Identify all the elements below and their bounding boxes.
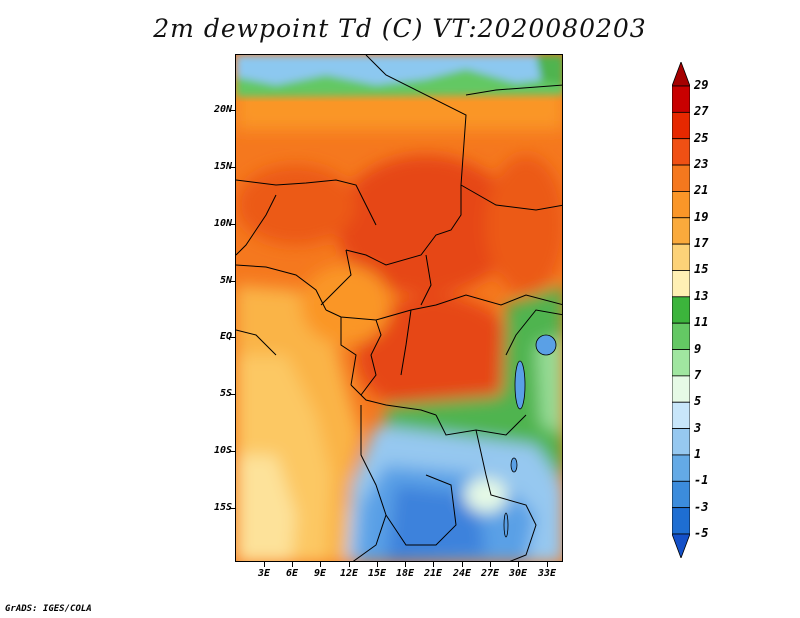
colorbar-label: 27 <box>694 104 709 119</box>
colorbar-segment <box>672 507 690 535</box>
colorbar-segment <box>672 322 690 350</box>
lon-tick <box>490 562 491 567</box>
lon-tick <box>433 562 434 567</box>
colorbar-segment <box>672 401 690 429</box>
lon-label-12e: 12E <box>339 568 359 579</box>
lat-label-5s: 5S <box>219 388 232 399</box>
lon-label-30e: 30E <box>508 568 528 579</box>
colorbar-label: -1 <box>694 473 709 488</box>
colorbar-label: 1 <box>694 446 702 461</box>
lon-label-27e: 27E <box>480 568 500 579</box>
dewpoint-field <box>236 55 562 561</box>
lon-tick <box>547 562 548 567</box>
colorbar-label: 29 <box>694 78 709 92</box>
colorbar-segment <box>672 270 690 298</box>
colorbar-label: 19 <box>694 209 709 224</box>
colorbar-segment <box>672 164 690 192</box>
lon-label-21e: 21E <box>423 568 443 579</box>
colorbar-label: 13 <box>694 288 709 303</box>
colorbar-label: 3 <box>694 420 702 435</box>
grads-credit: GrADS: IGES/COLA <box>5 604 92 614</box>
lon-label-6e: 6E <box>285 568 299 579</box>
lat-tick <box>229 110 235 111</box>
lat-label-5n: 5N <box>219 275 232 286</box>
colorbar-segment <box>672 191 690 219</box>
colorbar-segment <box>672 375 690 403</box>
lon-label-18e: 18E <box>395 568 415 579</box>
lat-tick <box>229 337 235 338</box>
colorbar-segment <box>672 243 690 271</box>
colorbar-segment <box>672 111 690 140</box>
lat-tick <box>229 167 235 168</box>
colorbar-segment <box>672 85 690 113</box>
colorbar-segment <box>672 296 690 324</box>
lon-tick <box>292 562 293 567</box>
colorbar <box>672 62 690 558</box>
lon-label-15e: 15E <box>367 568 387 579</box>
lat-label-10s: 10S <box>213 445 232 456</box>
lon-tick <box>349 562 350 567</box>
colorbar-segment <box>672 349 690 377</box>
lon-tick <box>320 562 321 567</box>
colorbar-label: -3 <box>694 499 709 514</box>
colorbar-label: 21 <box>694 183 709 198</box>
lon-tick <box>405 562 406 567</box>
colorbar-label: 17 <box>694 236 709 251</box>
lon-label-24e: 24E <box>452 568 472 579</box>
colorbar-segment <box>672 480 690 509</box>
colorbar-segment <box>672 454 690 482</box>
lat-label-10n: 10N <box>213 218 232 229</box>
colorbar-segment <box>672 138 690 166</box>
lat-tick <box>229 281 235 282</box>
lon-label-9e: 9E <box>313 568 327 579</box>
lat-label-15n: 15N <box>213 161 232 172</box>
colorbar-label: 5 <box>694 394 702 409</box>
colorbar-segment <box>672 217 690 245</box>
lat-label-20n: 20N <box>213 104 232 115</box>
colorbar-label: 7 <box>694 367 702 382</box>
lat-tick <box>229 224 235 225</box>
lon-tick <box>377 562 378 567</box>
lat-label-15s: 15S <box>213 502 232 513</box>
colorbar-segment <box>672 428 690 456</box>
lon-tick <box>518 562 519 567</box>
map-title: 2m dewpoint Td (C) VT:2020080203 <box>153 14 647 43</box>
lon-tick <box>264 562 265 567</box>
lat-label-eq: EQ <box>219 331 232 342</box>
colorbar-label: -5 <box>694 526 709 540</box>
colorbar-label: 9 <box>694 341 702 356</box>
colorbar-label: 11 <box>694 315 709 330</box>
colorbar-segment <box>672 533 690 558</box>
colorbar-segment <box>672 62 690 87</box>
colorbar-label: 25 <box>694 130 709 145</box>
colorbar-label: 15 <box>694 262 709 277</box>
lat-tick <box>229 394 235 395</box>
dewpoint-map <box>235 54 563 562</box>
lat-tick <box>229 451 235 452</box>
lon-tick <box>462 562 463 567</box>
lon-label-3e: 3E <box>257 568 271 579</box>
lat-tick <box>229 508 235 509</box>
lon-label-33e: 33E <box>537 568 557 579</box>
colorbar-label: 23 <box>694 157 709 172</box>
